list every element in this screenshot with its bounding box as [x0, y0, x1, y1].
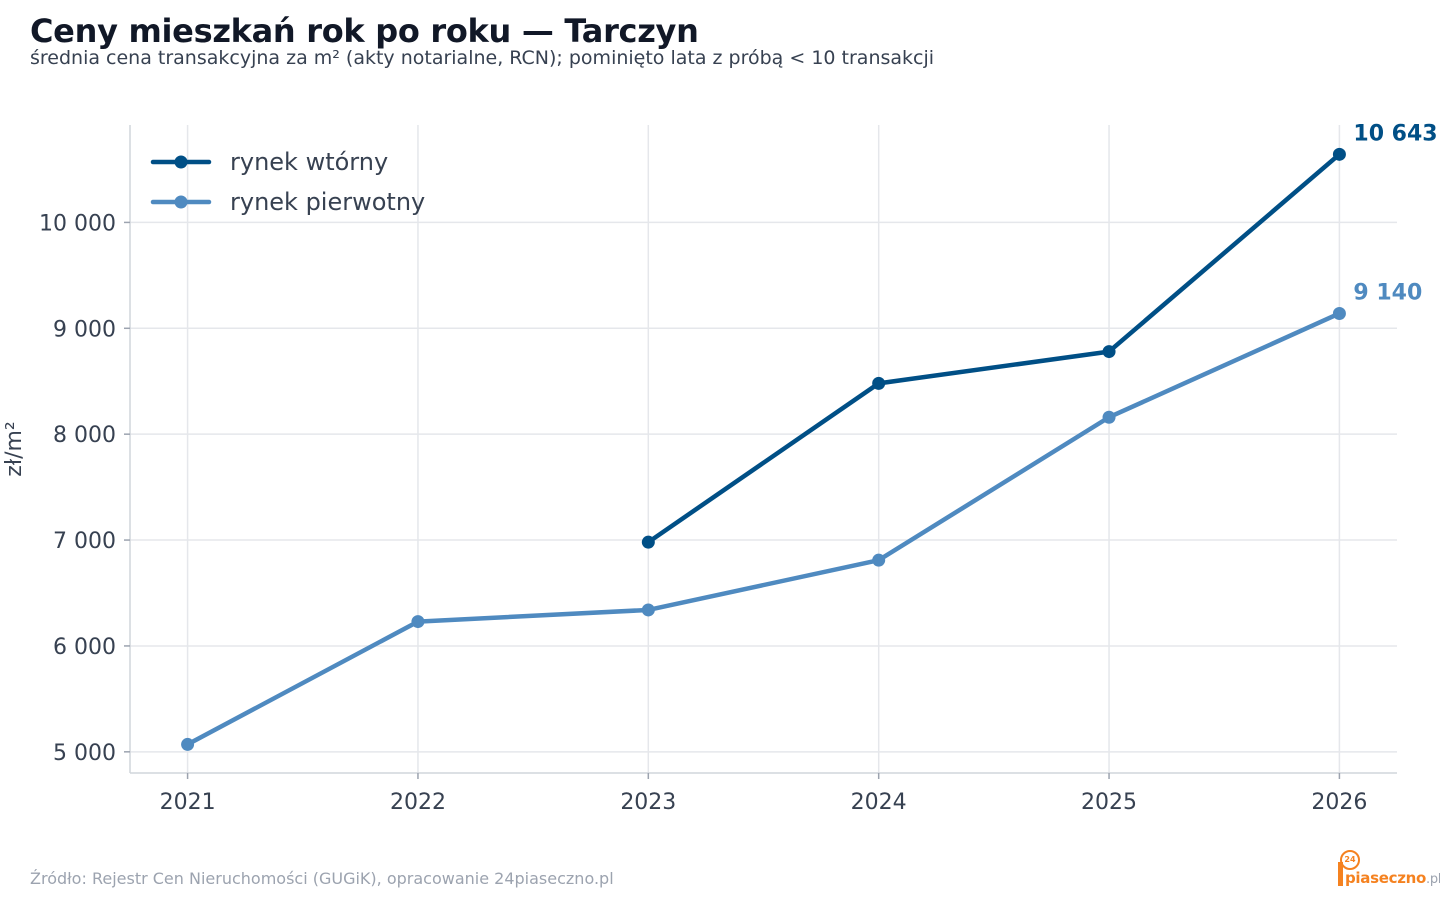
chart-title: Ceny mieszkań rok po roku — Tarczyn [30, 12, 699, 50]
x-tick-label: 2022 [390, 790, 446, 815]
data-point [1332, 306, 1346, 320]
data-point [872, 553, 886, 567]
legend-label: rynek pierwotny [230, 188, 425, 216]
x-tick-label: 2025 [1081, 790, 1137, 815]
logo-wordmark: piaseczno.pl [1345, 870, 1440, 888]
x-tick-label: 2024 [851, 790, 907, 815]
end-value-label: 10 643 [1353, 121, 1437, 146]
data-point [1332, 147, 1346, 161]
y-tick-label: 6 000 [53, 635, 116, 660]
x-tick-label: 2023 [620, 790, 676, 815]
y-tick-label: 9 000 [53, 317, 116, 342]
data-point [872, 376, 886, 390]
chart-subtitle: średnia cena transakcyjna za m² (akty no… [30, 47, 935, 69]
legend-label: rynek wtórny [230, 148, 388, 176]
legend-swatch-marker [174, 195, 188, 209]
y-axis-label: zł/m² [2, 421, 27, 476]
data-point [1102, 410, 1116, 424]
data-point [411, 615, 425, 629]
logo-name: piaseczno [1345, 869, 1427, 887]
logo-tld: .pl [1426, 872, 1440, 887]
publisher-logo: 24 piaseczno.pl [1336, 848, 1440, 888]
y-tick-label: 8 000 [53, 423, 116, 448]
data-point [641, 535, 655, 549]
data-point [181, 737, 195, 751]
data-point [1102, 345, 1116, 359]
logo-badge: 24 [1340, 850, 1360, 870]
source-note: Źródło: Rejestr Cen Nieruchomości (GUGiK… [30, 869, 614, 888]
y-tick-label: 10 000 [39, 211, 116, 236]
x-tick-label: 2021 [160, 790, 216, 815]
data-point [641, 603, 655, 617]
legend-swatch-marker [174, 155, 188, 169]
series-line-1 [185, 311, 1342, 747]
y-tick-label: 5 000 [53, 741, 116, 766]
series-line-0 [646, 152, 1342, 545]
logo-bar-icon [1338, 862, 1343, 886]
y-tick-label: 7 000 [53, 529, 116, 554]
end-value-label: 9 140 [1353, 280, 1422, 305]
x-tick-label: 2026 [1311, 790, 1367, 815]
